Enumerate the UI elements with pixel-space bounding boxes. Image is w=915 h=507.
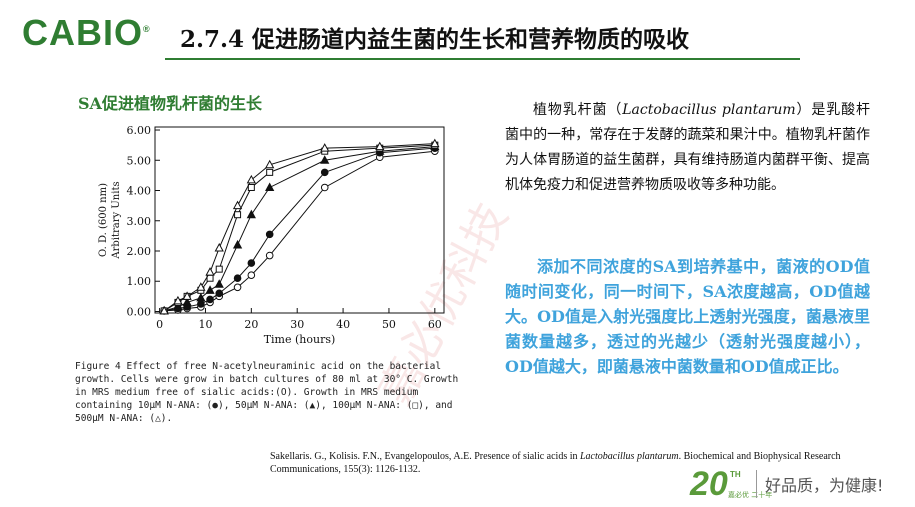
data-point xyxy=(196,292,206,302)
x-tick-label: 0 xyxy=(156,318,163,331)
data-point xyxy=(214,279,224,288)
x-axis-label: Time (hours) xyxy=(264,333,336,346)
figure-caption: Figure 4 Effect of free N-acetylneuramin… xyxy=(75,361,459,424)
highlight-paragraph: 添加不同浓度的SA到培养基中，菌液的OD值随时间变化，同一时间下，SA浓度越高，… xyxy=(505,257,870,376)
data-point xyxy=(246,209,256,219)
data-point xyxy=(233,274,242,283)
y-tick-label: 5.00 xyxy=(127,154,152,167)
data-point xyxy=(265,251,274,260)
data-point xyxy=(246,174,256,184)
y-tick-label: 3.00 xyxy=(127,215,152,228)
data-point xyxy=(205,285,215,294)
data-point xyxy=(182,291,192,300)
logo-mark: ® xyxy=(143,24,151,34)
x-tick-label: 20 xyxy=(244,318,258,331)
x-tick-label: 50 xyxy=(382,318,396,331)
series-line xyxy=(163,144,435,312)
data-point xyxy=(205,267,215,276)
logo-text: CABIO xyxy=(22,12,143,53)
plot-frame xyxy=(154,126,445,314)
y-tick-label: 2.00 xyxy=(127,245,152,258)
reference: Sakellaris. G., Kolisis. F.N., Evangelop… xyxy=(270,450,895,476)
data-point xyxy=(233,283,242,292)
data-point xyxy=(320,143,330,152)
data-point xyxy=(215,289,224,298)
data-point xyxy=(247,183,255,191)
data-point xyxy=(206,295,214,304)
data-point xyxy=(214,242,224,252)
text: . Biochemical and Biophysical Research C… xyxy=(270,451,841,475)
x-tick-label: 60 xyxy=(428,318,442,331)
y-tick-label: 6.00 xyxy=(127,124,152,137)
data-point xyxy=(320,155,330,164)
subtitle: SA促进植物乳杆菌的生长 xyxy=(78,94,262,113)
data-point xyxy=(320,183,329,192)
data-point xyxy=(430,138,440,148)
series-line xyxy=(164,150,435,312)
data-point xyxy=(159,305,169,315)
data-point xyxy=(232,239,243,249)
y-axis-label: O. D. (600 nm) xyxy=(98,183,109,257)
data-point xyxy=(234,211,242,219)
slogan: 好品质，为健康! xyxy=(765,476,884,495)
data-point xyxy=(265,159,275,169)
x-tick-label: 30 xyxy=(290,318,304,331)
badge-caption: 嘉必优 二十年 xyxy=(728,491,773,499)
y-axis-label: Arbitrary Units xyxy=(111,181,122,259)
data-point xyxy=(215,265,223,273)
data-point xyxy=(232,200,243,210)
y-tick-label: 1.00 xyxy=(127,275,152,288)
badge-suffix: TH xyxy=(730,470,741,479)
data-point xyxy=(182,297,192,306)
anniversary-badge: 20 xyxy=(690,465,728,503)
text: ）是乳酸杆菌中的一种，常存在于发酵的蔬菜和果汁中。植物乳杆菌作为人体胃肠道的益生… xyxy=(505,102,870,193)
species-name: Lactobacillus plantarum xyxy=(622,102,796,118)
data-point xyxy=(265,230,274,239)
y-tick-label: 4.00 xyxy=(127,185,152,198)
data-point xyxy=(196,282,206,291)
data-point xyxy=(375,141,385,151)
x-tick-label: 40 xyxy=(336,318,350,331)
divider xyxy=(756,470,757,498)
logo: CABIO® xyxy=(22,12,151,54)
y-tick-label: 0.00 xyxy=(127,305,152,318)
data-point xyxy=(197,300,205,308)
paragraph: 植物乳杆菌（Lactobacillus plantarum）是乳酸杆菌中的一种，… xyxy=(505,98,870,198)
data-point xyxy=(247,271,256,279)
data-point xyxy=(247,259,256,267)
text: 植物乳杆菌（ xyxy=(533,102,623,118)
x-tick-label: 10 xyxy=(198,318,212,331)
title-rule xyxy=(165,58,800,60)
data-point xyxy=(173,295,183,305)
data-point xyxy=(266,168,274,176)
data-point xyxy=(320,168,329,177)
species-name: Lactobacillus plantarum xyxy=(580,451,679,462)
series-line xyxy=(164,146,435,312)
text: Sakellaris. G., Kolisis. F.N., Evangelop… xyxy=(270,451,580,462)
data-point xyxy=(173,301,183,311)
data-point xyxy=(265,182,275,191)
slide-title: 2.7.4 促进肠道内益生菌的生长和营养物质的吸收 xyxy=(180,26,690,53)
